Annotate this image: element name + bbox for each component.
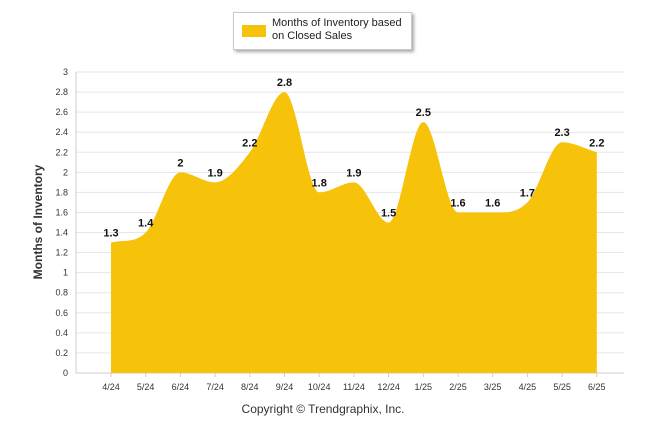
x-tick-label: 5/24 (137, 382, 155, 392)
y-tick-label: 1 (63, 268, 68, 278)
area-series (111, 92, 597, 374)
data-label: 1.9 (207, 167, 222, 179)
data-label: 2.2 (242, 137, 257, 149)
data-label: 2.2 (589, 137, 604, 149)
x-axis: 4/24 5/24 6/24 7/24 8/24 9/24 10/24 11/24 12/24 1… (102, 373, 606, 392)
data-label: 2.5 (416, 107, 431, 119)
y-tick-label: 1.6 (55, 207, 68, 217)
x-tick-label: 3/25 (484, 382, 502, 392)
data-label: 1.4 (138, 218, 154, 230)
y-tick-label: 2.2 (55, 147, 68, 157)
data-label: 1.6 (485, 197, 500, 209)
x-tick-label: 8/24 (241, 382, 259, 392)
copyright-text: Copyright © Trendgraphix, Inc. (241, 402, 405, 416)
y-tick-label: 1.8 (55, 187, 68, 197)
y-tick-label: 0.2 (55, 348, 68, 358)
y-tick-label: 1.2 (55, 248, 68, 258)
data-label: 1.8 (312, 177, 327, 189)
x-tick-label: 4/25 (519, 382, 537, 392)
data-label: 2 (177, 157, 183, 169)
data-label: 1.6 (450, 197, 465, 209)
y-tick-label: 2.6 (55, 107, 68, 117)
legend-label: Months of Inventory based on Closed Sale… (272, 17, 402, 42)
x-tick-label: 7/24 (206, 382, 224, 392)
x-tick-label: 11/24 (343, 382, 365, 392)
x-tick-label: 1/25 (415, 382, 433, 392)
x-tick-label: 2/25 (449, 382, 467, 392)
x-tick-label: 5/25 (553, 382, 571, 392)
data-label: 1.7 (520, 187, 535, 199)
data-label: 1.9 (346, 167, 361, 179)
legend-swatch (242, 25, 266, 37)
data-label: 2.8 (277, 77, 292, 89)
y-axis: 0 0.2 0.4 0.6 0.8 1 1.2 1.4 1.6 1.8 2 2.2 2.4 2.6 2.8 3 (55, 67, 68, 378)
y-tick-label: 2.4 (55, 127, 68, 137)
x-tick-label: 12/24 (377, 382, 400, 392)
y-tick-label: 2.8 (55, 87, 68, 97)
data-label: 2.3 (554, 127, 569, 139)
data-label: 1.3 (103, 228, 118, 240)
y-tick-label: 3 (63, 67, 68, 77)
x-tick-label: 10/24 (308, 382, 331, 392)
data-labels: 1.3 1.4 2 1.9 2.2 2.8 1.8 1.9 1.5 2.5 1.6 1.6 1.7 2.3… (103, 77, 604, 240)
data-label: 1.5 (381, 208, 396, 220)
y-tick-label: 0.4 (55, 328, 68, 338)
x-tick-label: 9/24 (276, 382, 294, 392)
y-tick-label: 2 (63, 167, 68, 177)
y-axis-label: Months of Inventory (31, 164, 45, 279)
x-tick-label: 6/25 (588, 382, 606, 392)
y-tick-label: 0 (63, 368, 68, 378)
y-tick-label: 1.4 (55, 228, 68, 238)
x-tick-label: 4/24 (102, 382, 120, 392)
y-tick-label: 0.8 (55, 288, 68, 298)
y-tick-label: 0.6 (55, 308, 68, 318)
area-fill (111, 92, 597, 374)
legend: Months of Inventory based on Closed Sale… (233, 12, 412, 50)
x-tick-label: 6/24 (172, 382, 190, 392)
